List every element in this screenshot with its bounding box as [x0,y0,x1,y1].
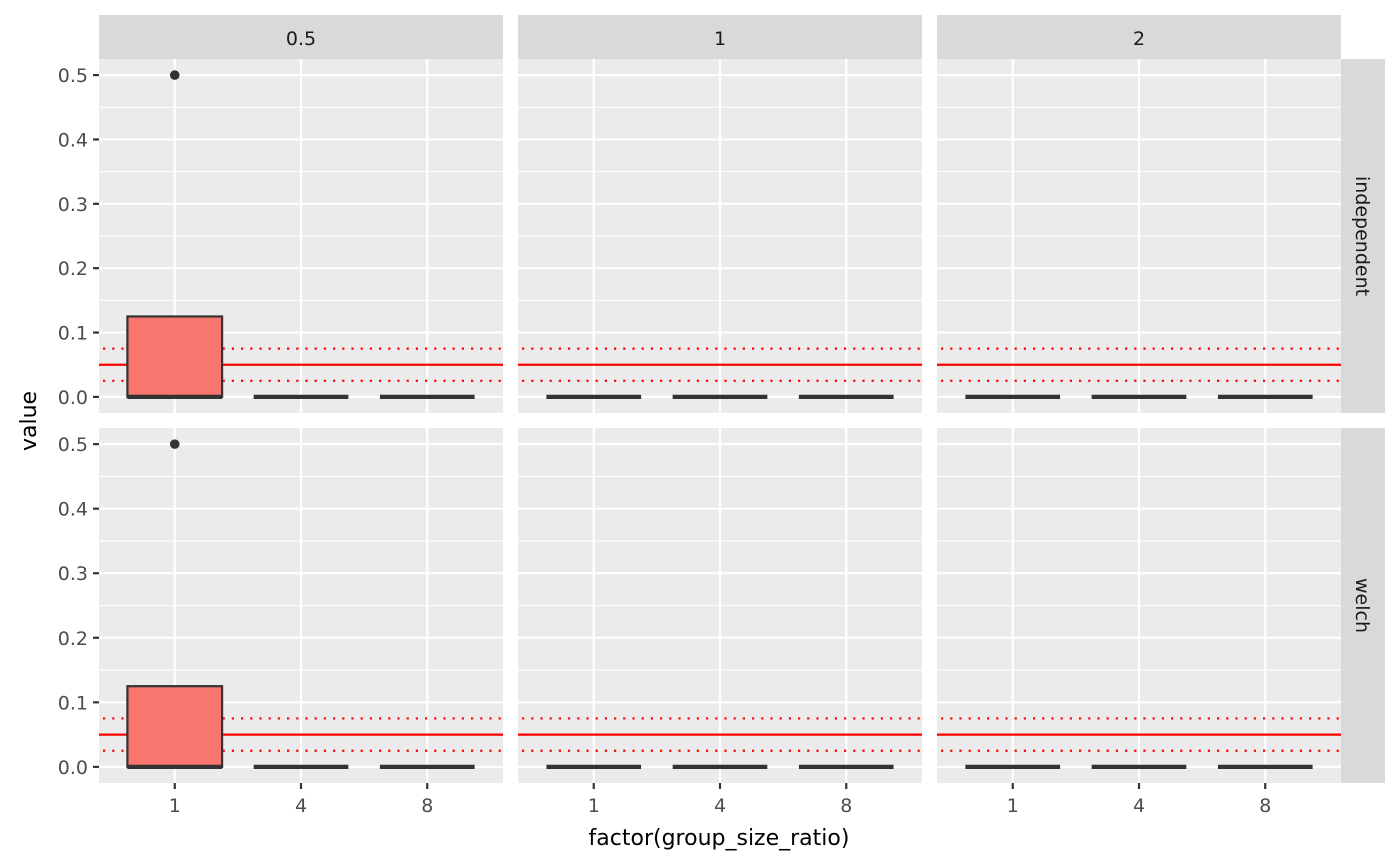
facet-strip-label: welch [1351,578,1373,633]
y-tick-label: 0.2 [58,258,88,280]
x-tick-label: 8 [840,795,852,817]
y-tick-label: 0.5 [58,65,88,87]
y-axis-title: value [17,391,42,451]
y-tick-label: 0.1 [58,692,88,714]
outlier-point [169,439,180,449]
x-tick-label: 1 [169,795,181,817]
facet-strip-top [937,15,1341,59]
panel-welch-2 [937,428,1341,783]
facet-strip-right [1341,428,1385,783]
panel-welch-0.5 [99,428,503,783]
box-body [126,685,224,768]
facet-strip-label: independent [1351,176,1373,296]
facet-strip-right [1341,59,1385,413]
x-tick-label: 1 [588,795,600,817]
panel-independent-0.5 [99,59,503,413]
y-tick-label: 0.4 [58,499,88,521]
facet-strip-top [99,15,503,59]
box-1 [126,70,224,400]
panel-independent-2 [937,59,1341,413]
x-tick-label: 8 [421,795,433,817]
y-tick-label: 0.3 [58,563,88,585]
y-tick-label: 0.0 [58,757,88,779]
y-tick-label: 0.5 [58,434,88,456]
x-tick-label: 4 [295,795,307,817]
outlier-point [169,70,180,80]
panel-independent-1 [518,59,922,413]
y-tick-label: 0.3 [58,194,88,216]
y-tick-label: 0.4 [58,129,88,151]
box-1 [126,439,224,770]
y-tick-label: 0.2 [58,628,88,650]
x-tick-label: 4 [714,795,726,817]
box-body [126,315,224,399]
facet-strip-label: 1 [714,28,726,50]
panel-welch-1 [518,428,922,783]
x-tick-label: 8 [1259,795,1271,817]
x-axis-title: factor(group_size_ratio) [589,826,850,851]
x-tick-label: 1 [1007,795,1019,817]
facet-strip-label: 0.5 [286,28,316,50]
y-tick-label: 0.1 [58,323,88,345]
x-tick-label: 4 [1133,795,1145,817]
facet-strip-label: 2 [1133,28,1145,50]
facet-strip-top [518,15,922,59]
y-tick-label: 0.0 [58,387,88,409]
